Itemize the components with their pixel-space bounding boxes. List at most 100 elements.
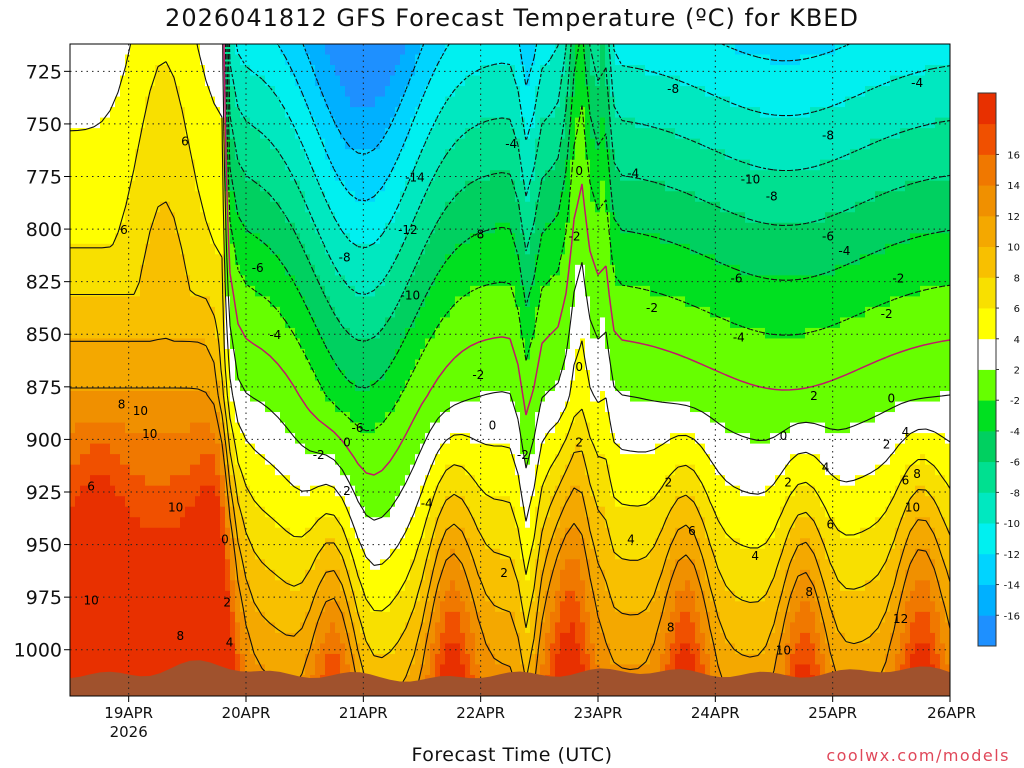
temperature-cell [355, 527, 406, 539]
temperature-cell [465, 464, 516, 476]
contour-label: -14 [405, 171, 425, 185]
temperature-cell [525, 191, 531, 203]
temperature-cell [445, 254, 521, 266]
temperature-cell [600, 44, 606, 56]
temperature-cell [410, 559, 426, 571]
temperature-cell [300, 580, 321, 592]
temperature-cell [945, 653, 950, 666]
contour-label: -4 [269, 328, 281, 342]
temperature-cell [315, 590, 346, 602]
temperature-cell [250, 632, 316, 645]
temperature-cell [385, 370, 411, 382]
temperature-cell [70, 296, 211, 308]
temperature-cell [535, 664, 541, 676]
temperature-cell [405, 285, 431, 297]
temperature-cell [380, 559, 411, 571]
temperature-cell [345, 527, 356, 539]
temperature-cell [865, 86, 950, 98]
temperature-cell [360, 569, 411, 581]
temperature-cell [535, 653, 546, 666]
temperature-cell [360, 538, 401, 550]
temperature-cell [395, 159, 416, 171]
temperature-cell [430, 622, 436, 634]
temperature-cell [275, 86, 301, 98]
temperature-cell [550, 275, 576, 287]
temperature-cell [570, 422, 591, 434]
temperature-cell [520, 475, 536, 487]
terrain [70, 660, 950, 696]
temperature-cell [325, 285, 356, 297]
temperature-cell [435, 664, 441, 676]
temperature-cell [255, 285, 301, 297]
temperature-cell [815, 611, 821, 623]
temperature-cell [530, 180, 541, 192]
temperature-cell [80, 485, 116, 497]
temperature-cell [560, 201, 571, 213]
temperature-cell [245, 170, 291, 182]
temperature-cell [450, 401, 516, 413]
temperature-cell [240, 506, 266, 518]
temperature-cell [410, 569, 426, 581]
contour-label: 10 [905, 501, 920, 515]
temperature-cell [890, 454, 921, 466]
temperature-cell [150, 233, 181, 245]
temperature-cell [535, 464, 551, 476]
temperature-cell [440, 580, 451, 592]
temperature-cell [565, 433, 591, 445]
temperature-cell [75, 422, 126, 434]
temperature-cell [815, 485, 896, 497]
temperature-cell [665, 559, 676, 571]
temperature-cell [940, 391, 950, 403]
temperature-cell [235, 569, 246, 581]
temperature-cell [310, 643, 321, 655]
temperature-cell [585, 632, 591, 645]
temperature-cell [690, 401, 896, 413]
temperature-cell [315, 632, 326, 645]
temperature-cell [480, 580, 521, 592]
temperature-cell [525, 233, 531, 245]
temperature-cell [545, 548, 561, 560]
temperature-cell [230, 191, 236, 203]
temperature-cell [595, 601, 616, 613]
temperature-cell [610, 538, 656, 550]
temperature-cell [430, 128, 466, 140]
temperature-cell [435, 117, 481, 129]
temperature-cell [455, 191, 516, 203]
temperature-cell [280, 44, 306, 56]
temperature-cell [100, 117, 146, 129]
temperature-cell [515, 65, 526, 77]
temperature-cell [465, 569, 481, 581]
temperature-cell [885, 653, 896, 666]
temperature-cell [690, 580, 701, 592]
temperature-cell [775, 653, 786, 666]
temperature-cell [70, 590, 231, 602]
temperature-cell [210, 233, 226, 245]
colorbar-swatch [978, 277, 996, 309]
credit-link[interactable]: coolwx.com/models [826, 746, 1010, 765]
temperature-cell [560, 538, 586, 550]
temperature-cell [450, 580, 456, 592]
temperature-cell [305, 653, 316, 666]
contour-label: -4 [421, 497, 433, 511]
temperature-cell [70, 201, 126, 213]
temperature-cell [610, 233, 661, 245]
temperature-cell [860, 254, 950, 266]
temperature-cell [430, 653, 436, 666]
temperature-cell [350, 611, 361, 623]
temperature-cell [325, 149, 401, 161]
colorbar-tick-label: 4 [1014, 335, 1020, 346]
temperature-cell [345, 138, 381, 150]
temperature-cell [280, 96, 306, 108]
temperature-cell [70, 191, 131, 203]
temperature-cell [570, 107, 581, 119]
temperature-cell [530, 653, 536, 666]
temperature-cell [930, 517, 946, 529]
temperature-cell [730, 96, 846, 108]
temperature-cell [535, 54, 551, 66]
temperature-cell [445, 496, 466, 508]
temperature-cell [615, 212, 746, 224]
temperature-cell [535, 475, 546, 487]
temperature-cell [415, 653, 426, 666]
temperature-cell [310, 159, 331, 171]
